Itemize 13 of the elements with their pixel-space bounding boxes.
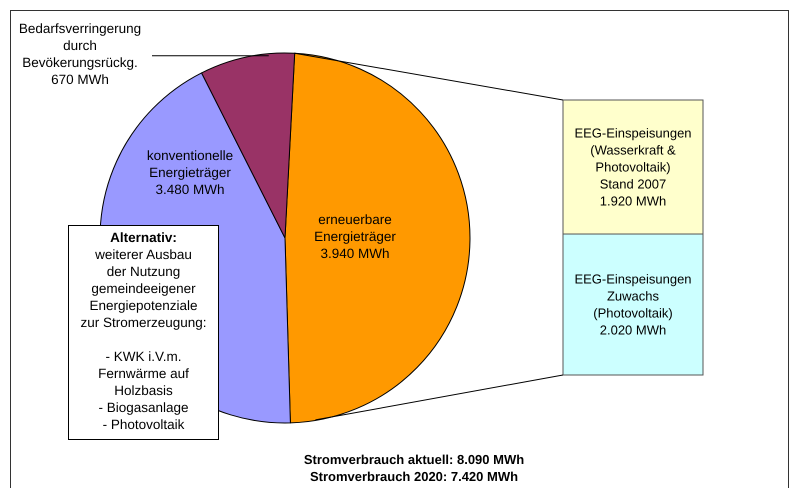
data-label: 3.940 MWh xyxy=(320,246,390,261)
data-label: 670 MWh xyxy=(51,72,109,87)
slice-label: konventionelle Energieträger xyxy=(146,148,234,180)
text: Stromverbrauch aktuell: 8.090 MWh xyxy=(304,452,524,467)
note-box: Alternativ: weiterer Ausbau der Nutzung gemeindeeigener Energiepotenziale zur Stromerzeugung: - KWK i.V.m. Fernwärme auf Holzbasis - Biogasanlage - Photovoltaik xyxy=(68,225,219,440)
data-label: 2.020 MWh xyxy=(600,322,666,338)
series-label: EEG-Einspeisungen (Wasserkraft & Photovoltaik) Stand 2007 xyxy=(574,126,692,192)
slice-label: erneuerbare Energieträger xyxy=(314,212,396,244)
data-label: 1.920 MWh xyxy=(600,194,666,209)
series-label: EEG-Einspeisungen Zuwachs (Photovoltaik) xyxy=(574,272,692,321)
text: Stromverbrauch 2020: 7.420 MWh xyxy=(310,469,518,484)
slice-label: Bedarfsverringerung durch Bevökerungsrückg. xyxy=(18,21,142,70)
data-label: 3.480 MWh xyxy=(155,182,225,197)
